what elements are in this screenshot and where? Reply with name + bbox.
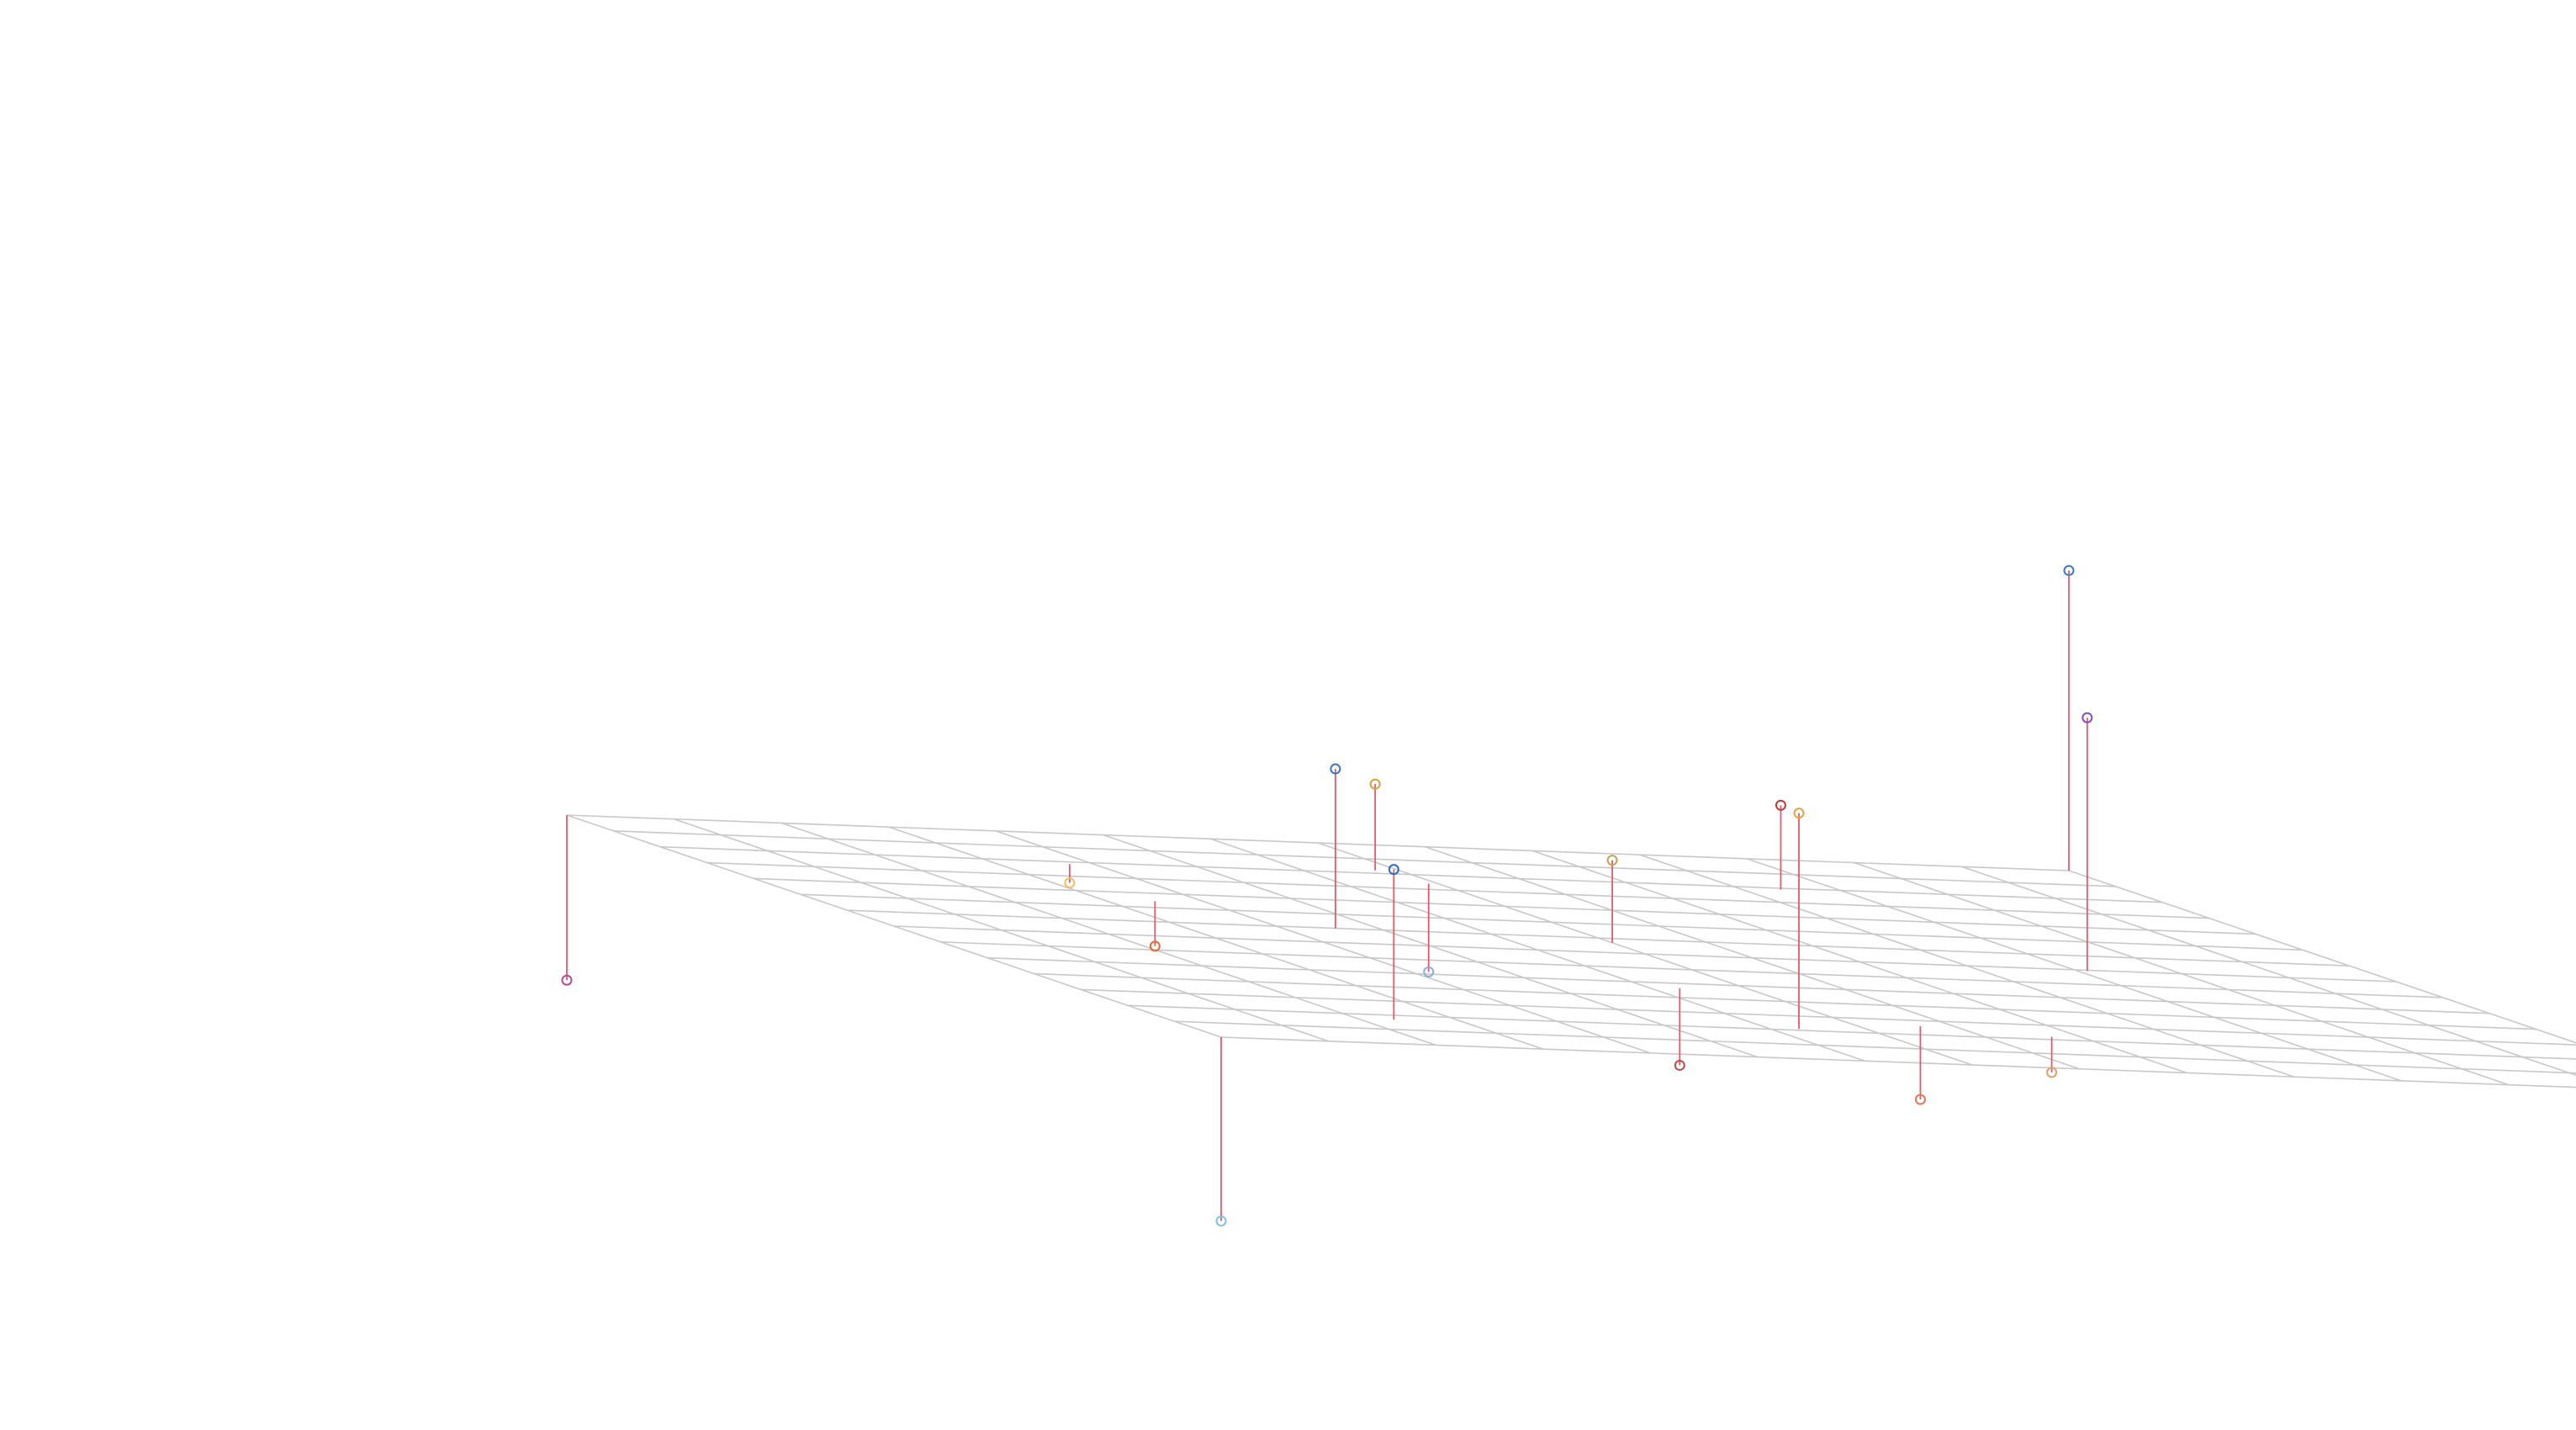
grid-line-y: [847, 909, 2350, 967]
data-point-marker: [2081, 712, 2093, 723]
data-point-marker: [1914, 1094, 1926, 1105]
data-point-marker: [1149, 940, 1161, 952]
grid-line-y: [754, 877, 2256, 935]
grid-line-y: [1034, 972, 2536, 1030]
grid-line-y: [1220, 1036, 2576, 1088]
data-point-marker: [1775, 799, 1786, 811]
data-point-marker: [561, 974, 573, 986]
data-point-marker: [1064, 877, 1076, 889]
grid-line-y: [706, 861, 2209, 919]
grid-line-y: [800, 893, 2303, 951]
stems: [566, 570, 2088, 1221]
grid-line-y: [1127, 1004, 2576, 1060]
data-points: [561, 564, 2093, 1227]
data-point-marker: [1423, 966, 1435, 977]
grid-line-y: [613, 830, 2116, 887]
data-point-marker: [2046, 1067, 2058, 1078]
data-point-marker: [1215, 1216, 1227, 1227]
data-point-marker: [1674, 1059, 1685, 1071]
grid-line-y: [987, 956, 2490, 1014]
base-plane-grid: [566, 814, 2576, 1088]
grid-line-y: [1081, 988, 2576, 1046]
grid-line-y: [893, 925, 2397, 982]
grid-line-y: [1174, 1020, 2576, 1074]
data-point-marker: [1330, 763, 1341, 775]
data-point-marker: [1388, 864, 1399, 876]
data-point-marker: [1793, 808, 1805, 819]
data-point-marker: [1606, 855, 1618, 866]
data-point-marker: [1369, 778, 1381, 790]
grid-line-y: [566, 814, 2070, 871]
data-point-marker: [2063, 564, 2075, 576]
grid-line-y: [940, 941, 2443, 998]
grid-line-y: [660, 845, 2163, 903]
